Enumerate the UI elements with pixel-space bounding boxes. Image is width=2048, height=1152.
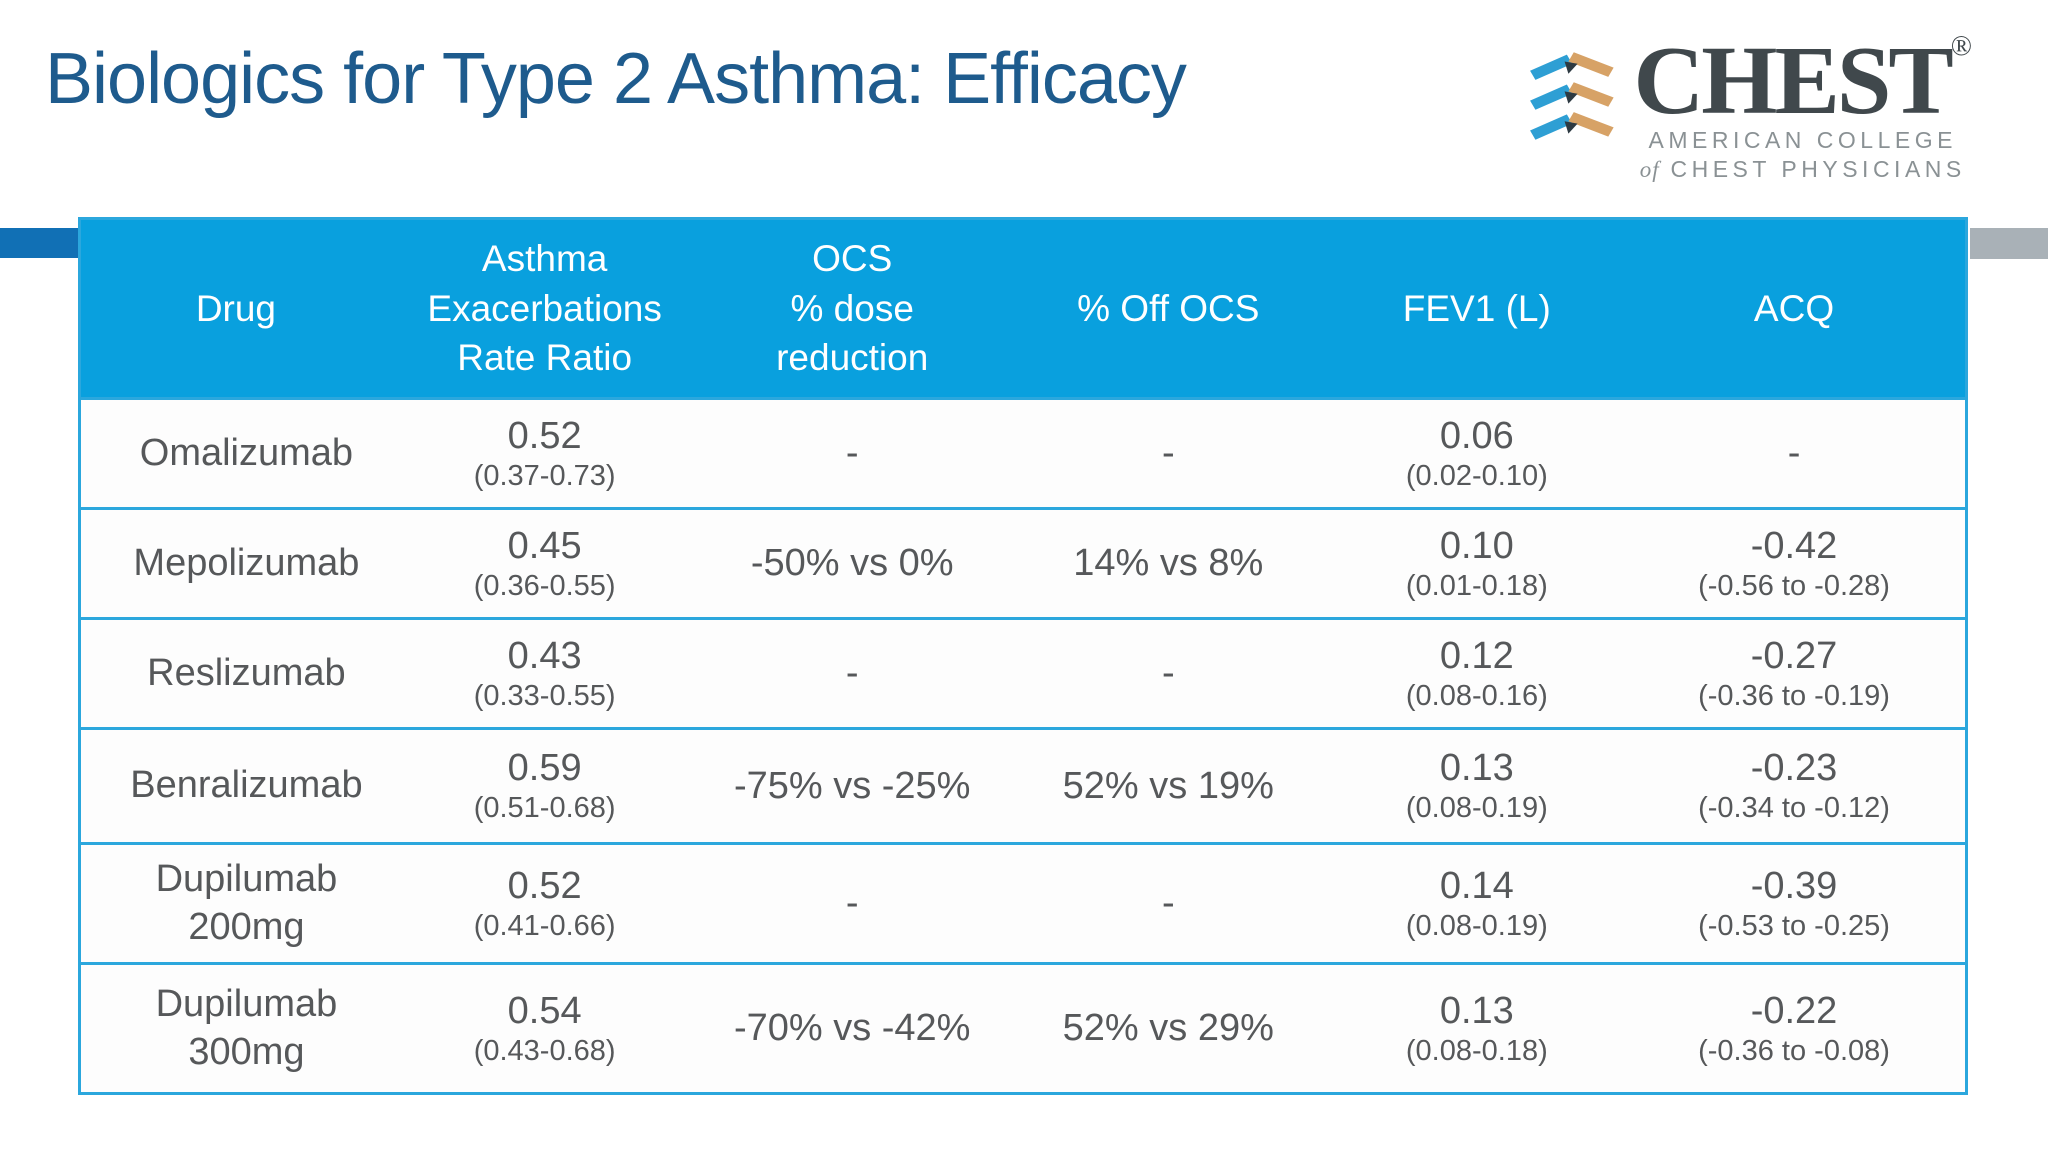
off-ocs-cell: -	[1006, 397, 1331, 510]
off-ocs-cell: 52% vs 29%	[1006, 962, 1331, 1095]
logo-wordmark-label: CHEST	[1633, 27, 1953, 135]
header-off-ocs: % Off OCS	[1006, 217, 1331, 400]
logo-subline-2: of CHEST PHYSICIANS	[1640, 155, 1966, 185]
fev1-cell: 0.12 (0.08-0.16)	[1330, 617, 1624, 730]
logo-of: of	[1639, 156, 1660, 182]
drug-name: Benralizumab	[79, 727, 391, 845]
header-asthma-exacerbations-rate-ratio: Asthma Exacerbations Rate Ratio	[390, 217, 699, 400]
off-ocs-cell: 14% vs 8%	[1006, 507, 1331, 620]
acq-cell: -0.22 (-0.36 to -0.08)	[1623, 962, 1967, 1095]
fev1-cell: 0.13 (0.08-0.19)	[1330, 727, 1624, 845]
off-ocs-cell: 52% vs 19%	[1006, 727, 1331, 845]
acq-cell: -0.42 (-0.56 to -0.28)	[1623, 507, 1967, 620]
drug-name: Dupilumab 300mg	[79, 962, 391, 1095]
acq-cell: -	[1623, 397, 1967, 510]
chest-logo: CHEST® AMERICAN COLLEGE of CHEST PHYSICI…	[1527, 31, 1972, 185]
table-row-dupilumab-300: Dupilumab 300mg 0.54 (0.43-0.68) -70% vs …	[79, 962, 1967, 1095]
ocs-cell: -	[698, 397, 1006, 510]
acq-cell: -0.27 (-0.36 to -0.19)	[1623, 617, 1967, 730]
header-ocs-dose-reduction: OCS % dose reduction	[698, 217, 1006, 400]
chest-logo-icon	[1530, 52, 1615, 140]
off-ocs-cell: -	[1006, 842, 1331, 965]
drug-name: Mepolizumab	[79, 507, 391, 620]
header-fev1: FEV1 (L)	[1330, 217, 1624, 400]
registered-mark: ®	[1950, 31, 1972, 62]
ocs-cell: -	[698, 617, 1006, 730]
aer-cell: 0.59 (0.51-0.68)	[390, 727, 699, 845]
fev1-cell: 0.10 (0.01-0.18)	[1330, 507, 1624, 620]
drug-name: Reslizumab	[79, 617, 391, 730]
drug-name: Dupilumab 200mg	[79, 842, 391, 965]
table-row-omalizumab: Omalizumab 0.52 (0.37-0.73) - - 0.06 (0.02…	[79, 397, 1967, 510]
accent-bar-right	[1970, 228, 2048, 259]
table-row-mepolizumab: Mepolizumab 0.45 (0.36-0.55) -50% vs 0% 1…	[79, 507, 1967, 620]
table-header-row: Drug Asthma Exacerbations Rate Ratio OCS…	[79, 217, 1967, 400]
aer-cell: 0.43 (0.33-0.55)	[390, 617, 699, 730]
fev1-cell: 0.06 (0.02-0.10)	[1330, 397, 1624, 510]
acq-cell: -0.39 (-0.53 to -0.25)	[1623, 842, 1967, 965]
aer-cell: 0.54 (0.43-0.68)	[390, 962, 699, 1095]
logo-subline-1: AMERICAN COLLEGE	[1648, 127, 1957, 154]
acq-cell: -0.23 (-0.34 to -0.12)	[1623, 727, 1967, 845]
table-row-benralizumab: Benralizumab 0.59 (0.51-0.68) -75% vs -25…	[79, 727, 1967, 845]
aer-cell: 0.52 (0.41-0.66)	[390, 842, 699, 965]
logo-subline-2-rest: CHEST PHYSICIANS	[1670, 155, 1966, 182]
header-acq: ACQ	[1623, 217, 1967, 400]
ocs-cell: -70% vs -42%	[698, 962, 1006, 1095]
table-row-dupilumab-200: Dupilumab 200mg 0.52 (0.41-0.66) - - 0.14…	[79, 842, 1967, 965]
ocs-cell: -	[698, 842, 1006, 965]
table-row-reslizumab: Reslizumab 0.43 (0.33-0.55) - - 0.12 (0.08…	[79, 617, 1967, 730]
accent-bar-left	[0, 228, 78, 258]
fev1-cell: 0.14 (0.08-0.19)	[1330, 842, 1624, 965]
ocs-cell: -50% vs 0%	[698, 507, 1006, 620]
efficacy-table: Drug Asthma Exacerbations Rate Ratio OCS…	[78, 217, 1968, 1095]
fev1-cell: 0.13 (0.08-0.18)	[1330, 962, 1624, 1095]
chest-logo-text: CHEST® AMERICAN COLLEGE of CHEST PHYSICI…	[1633, 31, 1972, 185]
drug-name: Omalizumab	[79, 397, 391, 510]
aer-cell: 0.45 (0.36-0.55)	[390, 507, 699, 620]
header-drug: Drug	[79, 217, 391, 400]
logo-wordmark: CHEST®	[1633, 31, 1972, 130]
page-title: Biologics for Type 2 Asthma: Efficacy	[45, 39, 1187, 119]
off-ocs-cell: -	[1006, 617, 1331, 730]
aer-cell: 0.52 (0.37-0.73)	[390, 397, 699, 510]
ocs-cell: -75% vs -25%	[698, 727, 1006, 845]
